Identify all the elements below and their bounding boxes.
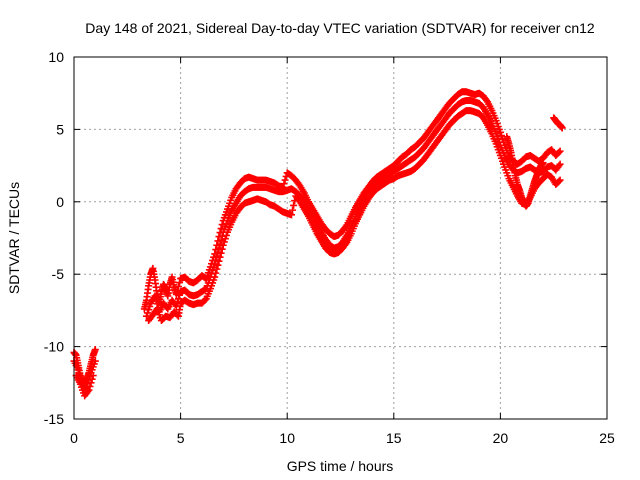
chart-title: Day 148 of 2021, Sidereal Day-to-day VTE… — [85, 20, 595, 36]
data-point — [215, 244, 223, 252]
x-axis-label: GPS time / hours — [287, 458, 394, 474]
data-point — [215, 257, 223, 265]
data-point — [287, 211, 295, 219]
y-tick-label: -10 — [44, 339, 64, 355]
data-point — [539, 159, 547, 167]
data-point — [214, 248, 222, 256]
data-point — [555, 177, 563, 185]
data-point — [483, 96, 491, 104]
data-point — [556, 147, 564, 155]
data-point — [144, 309, 152, 317]
plot-frame — [73, 56, 608, 420]
grid-lines — [74, 57, 607, 419]
data-point — [211, 260, 219, 268]
data-point — [145, 306, 153, 314]
data-point — [146, 302, 154, 310]
data-point — [222, 231, 230, 239]
data-point — [74, 366, 82, 374]
data-point — [152, 296, 160, 304]
data-point — [213, 252, 221, 260]
y-tick-label: 10 — [48, 49, 64, 65]
y-tick-label: -5 — [52, 266, 65, 282]
data-point — [212, 269, 220, 277]
x-tick-label: 15 — [386, 430, 402, 446]
data-point — [555, 148, 563, 156]
data-point — [219, 241, 227, 249]
data-point — [556, 176, 564, 184]
x-tick-label: 25 — [599, 430, 615, 446]
data-point — [342, 240, 350, 248]
x-tick-label: 20 — [493, 430, 509, 446]
tick-labels: 0 5 10 15 20 25 -15 -10 -5 0 5 10 — [44, 49, 615, 446]
data-point — [176, 279, 184, 287]
data-point — [213, 265, 221, 273]
data-point — [174, 283, 182, 291]
data-point — [89, 372, 97, 380]
data-point — [86, 382, 94, 390]
data-point — [555, 162, 563, 170]
data-point — [75, 370, 83, 378]
data-point — [556, 160, 564, 168]
data-point — [211, 273, 219, 281]
data-point — [220, 238, 228, 246]
y-tick-label: 0 — [56, 194, 64, 210]
axis-ticks — [73, 56, 608, 420]
data-point — [201, 296, 209, 304]
data-point — [221, 235, 229, 243]
data-point — [496, 128, 504, 136]
x-tick-label: 10 — [279, 430, 295, 446]
data-point — [88, 375, 96, 383]
data-point — [151, 292, 159, 300]
data-point — [84, 387, 92, 395]
data-point — [217, 249, 225, 257]
data-point — [558, 124, 566, 132]
data-point — [214, 261, 222, 269]
data-point — [290, 201, 298, 209]
data-point — [87, 379, 95, 387]
series-middle-band — [70, 96, 564, 391]
data-points — [70, 88, 566, 400]
y-axis-label: SDTVAR / TECUs — [6, 182, 22, 294]
data-point — [216, 253, 224, 261]
data-point — [216, 240, 224, 248]
data-point — [218, 245, 226, 253]
data-point — [212, 256, 220, 264]
x-tick-label: 0 — [70, 430, 78, 446]
x-tick-label: 5 — [177, 430, 185, 446]
data-point — [289, 206, 297, 214]
data-point — [85, 386, 93, 394]
data-point — [174, 295, 182, 303]
data-point — [91, 345, 99, 353]
data-point — [281, 176, 289, 184]
data-point — [497, 132, 505, 140]
data-point — [176, 291, 184, 299]
series-spur — [503, 133, 547, 210]
y-tick-label: 5 — [56, 121, 64, 137]
y-tick-label: -15 — [44, 411, 64, 427]
data-point — [280, 180, 288, 188]
data-point — [91, 357, 99, 365]
